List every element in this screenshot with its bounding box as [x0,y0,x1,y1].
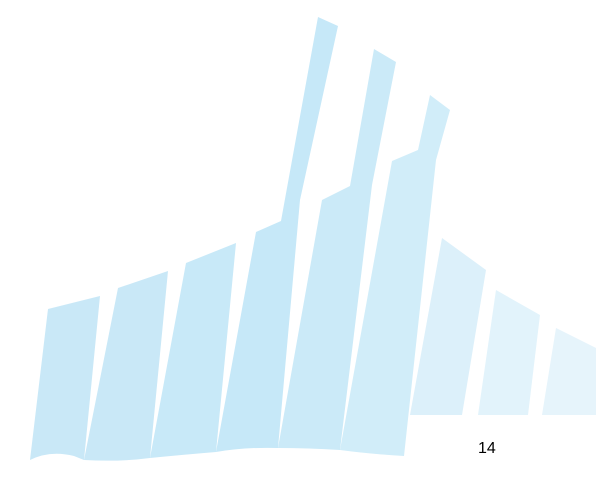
decor-stripe-1 [30,296,100,460]
decor-stripe-8 [478,290,540,415]
decor-stripe-4 [216,17,338,452]
decor-stripe-7 [410,238,486,415]
decor-stripe-2 [84,271,168,461]
decor-stripe-3 [150,243,236,458]
decor-stripe-5 [278,49,396,450]
page-number: 14 [478,440,496,457]
decor-stripe-6 [340,95,450,456]
decor-stripe-9 [542,328,596,415]
